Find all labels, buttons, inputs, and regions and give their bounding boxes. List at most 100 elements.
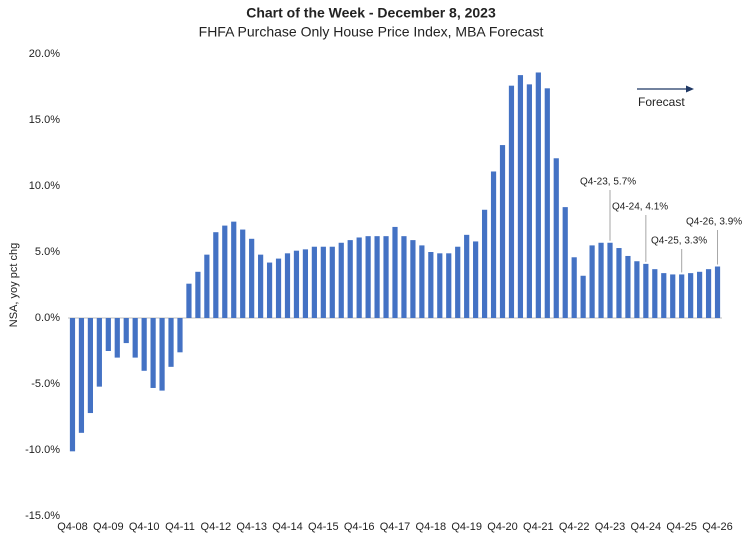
bar (383, 236, 389, 318)
bar (284, 253, 291, 318)
bar (446, 253, 452, 318)
x-tick-label: Q4-12 (201, 521, 232, 533)
bar (553, 158, 559, 318)
bar (114, 318, 120, 358)
bar (697, 271, 703, 318)
y-tick-label: 10.0% (29, 180, 60, 192)
bar (705, 269, 712, 318)
bar (293, 250, 300, 318)
x-tick-label: Q4-17 (380, 521, 411, 533)
x-tick-label: Q4-24 (631, 521, 662, 533)
bar (473, 241, 479, 318)
bar (643, 263, 649, 318)
bar (401, 236, 407, 318)
bar (499, 145, 506, 318)
bar (347, 240, 353, 318)
annotation: Q4-23, 5.7% (580, 177, 636, 188)
chart-title: Chart of the Week - December 8, 2023 (246, 5, 496, 21)
x-tick-label: Q4-21 (523, 521, 554, 533)
x-tick-label: Q4-18 (416, 521, 447, 533)
bar (625, 255, 631, 318)
x-tick-label: Q4-13 (236, 521, 267, 533)
bar (481, 209, 488, 318)
bar (356, 237, 362, 318)
bar (562, 207, 568, 318)
y-tick-label: 5.0% (35, 246, 60, 258)
x-tick-label: Q4-23 (595, 521, 626, 533)
y-tick-label: -15.0% (25, 510, 60, 522)
bar (249, 238, 255, 318)
x-tick-label: Q4-16 (344, 521, 375, 533)
bar (652, 269, 658, 318)
bar (544, 88, 550, 318)
bar (419, 245, 425, 318)
x-tick-label: Q4-26 (702, 521, 733, 533)
y-tick-label: 15.0% (29, 114, 60, 126)
bar (634, 261, 640, 318)
y-axis-label: NSA, yoy pct chg (8, 243, 20, 327)
bar (661, 273, 667, 318)
x-tick-label: Q4-14 (272, 521, 303, 533)
bar (240, 229, 246, 318)
bar (410, 240, 416, 318)
bar (670, 274, 676, 318)
bar (589, 245, 595, 318)
bar (168, 318, 174, 367)
x-tick-label: Q4-08 (57, 521, 88, 533)
annotation: Q4-24, 4.1% (612, 202, 668, 213)
bar (177, 318, 183, 353)
bar (231, 221, 237, 318)
bar (517, 75, 524, 319)
bar (275, 258, 282, 318)
y-tick-label: 0.0% (35, 312, 60, 324)
forecast-label: Forecast (638, 95, 685, 109)
bar (329, 246, 335, 318)
bar (428, 252, 434, 318)
bar (204, 254, 210, 318)
bar (159, 318, 165, 391)
bar (320, 246, 326, 318)
bar (302, 249, 309, 318)
bar (132, 318, 138, 358)
bar (87, 318, 93, 414)
bar (186, 283, 192, 318)
chart-subtitle: FHFA Purchase Only House Price Index, MB… (199, 24, 544, 40)
bar (96, 318, 102, 387)
x-tick-label: Q4-22 (559, 521, 590, 533)
bar (535, 72, 541, 318)
bar (258, 254, 264, 318)
bar (195, 271, 201, 318)
bar (526, 84, 532, 318)
annotation: Q4-26, 3.9% (686, 217, 742, 228)
x-tick-label: Q4-15 (308, 521, 339, 533)
bar (616, 248, 622, 318)
bar (714, 266, 721, 318)
bar (464, 234, 470, 318)
bar (571, 257, 577, 318)
bar (105, 318, 111, 351)
y-tick-label: -10.0% (25, 444, 60, 456)
x-tick-label: Q4-10 (129, 521, 160, 533)
x-tick-label: Q4-19 (451, 521, 482, 533)
bar (508, 85, 515, 319)
bar (607, 242, 613, 318)
bar (150, 318, 156, 388)
bar (365, 236, 371, 318)
bar (374, 236, 380, 318)
bar (311, 246, 317, 318)
x-tick-label: Q4-09 (93, 521, 124, 533)
forecast-arrowhead (686, 85, 694, 93)
bar (69, 318, 76, 452)
bar (580, 275, 586, 318)
bar (222, 225, 228, 318)
y-tick-label: 20.0% (29, 48, 60, 60)
bar (437, 253, 443, 318)
bar (490, 171, 497, 318)
bar (123, 318, 129, 344)
bar (679, 274, 685, 318)
bar (338, 242, 344, 318)
annotation: Q4-25, 3.3% (651, 236, 707, 247)
bar (213, 232, 219, 318)
y-tick-label: -5.0% (31, 378, 60, 390)
